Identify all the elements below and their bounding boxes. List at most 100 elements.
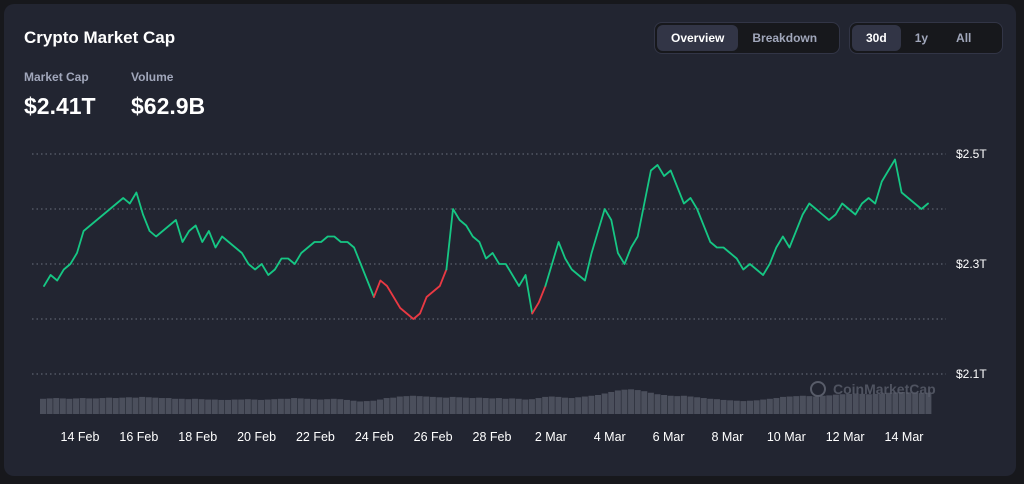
volume-bar	[469, 398, 476, 414]
volume-bar	[753, 400, 760, 414]
x-tick-label: 26 Feb	[414, 430, 453, 444]
volume-bar	[786, 396, 793, 414]
y-tick-label: $2.5T	[956, 147, 987, 161]
volume-value: $62.9B	[131, 93, 206, 119]
volume-bar	[601, 393, 608, 414]
volume-bar	[813, 396, 820, 414]
volume-bar	[46, 398, 53, 414]
market-cap-card: Crypto Market Cap Market Cap $2.41T Volu…	[4, 4, 1016, 476]
volume-bar	[773, 398, 780, 414]
volume-bar	[317, 399, 324, 414]
volume-bar	[846, 393, 853, 414]
volume-bar	[707, 398, 714, 414]
x-tick-label: 14 Mar	[885, 430, 924, 444]
y-tick-label: $2.1T	[956, 367, 987, 381]
range-1y[interactable]: 1y	[914, 31, 929, 45]
volume-bar	[297, 398, 304, 414]
volume-bar	[780, 396, 787, 414]
price-line-segment-up	[445, 208, 534, 315]
volume-bar	[152, 397, 159, 414]
volume-bar	[588, 395, 595, 414]
volume-bar	[872, 393, 879, 414]
price-line-segment-up	[43, 191, 375, 298]
volume-bar	[191, 398, 198, 414]
volume-bar	[238, 399, 245, 414]
x-tick-label: 16 Feb	[119, 430, 158, 444]
volume-bar	[264, 399, 271, 414]
volume-bar	[832, 394, 839, 414]
volume-bar	[119, 397, 126, 414]
volume-bar	[79, 398, 86, 414]
volume-bar	[548, 396, 555, 414]
volume-bar	[515, 398, 522, 414]
volume-bar	[53, 398, 60, 414]
volume-bar	[390, 397, 397, 414]
volume-bar	[231, 399, 238, 414]
tab-overview[interactable]: Overview	[657, 25, 739, 51]
price-line-segment-up	[544, 158, 929, 287]
x-tick-label: 22 Feb	[296, 430, 335, 444]
volume-bar	[713, 399, 720, 414]
volume-bar	[892, 392, 899, 414]
volume-bar	[244, 399, 251, 414]
volume-bar	[145, 397, 152, 414]
volume-bar	[680, 395, 687, 414]
range-30d[interactable]: 30d	[852, 25, 901, 51]
volume-bar	[343, 399, 350, 414]
volume-bar	[99, 398, 106, 414]
volume-bar	[225, 399, 232, 414]
volume-bar	[310, 399, 317, 414]
volume-bar	[561, 397, 568, 414]
x-tick-label: 20 Feb	[237, 430, 276, 444]
volume-bar	[859, 393, 866, 414]
volume-bar	[59, 398, 66, 414]
volume-bar	[443, 397, 450, 414]
volume-bar	[185, 399, 192, 414]
volume-bar	[429, 396, 436, 414]
volume-bar	[350, 400, 357, 414]
volume-bar	[621, 389, 628, 414]
volume-bar	[106, 397, 113, 414]
volume-bar	[370, 400, 377, 414]
volume-bar	[595, 395, 602, 414]
volume-bar	[727, 400, 734, 414]
volume-bar	[456, 397, 463, 414]
volume-bar	[925, 392, 932, 414]
market-cap-stat: Market Cap $2.41T	[24, 70, 96, 120]
volume-bar	[502, 398, 509, 414]
volume-bar	[793, 396, 800, 414]
volume-bar	[852, 393, 859, 414]
volume-bar	[218, 399, 225, 414]
x-tick-label: 12 Mar	[826, 430, 865, 444]
volume-bar	[489, 398, 496, 414]
volume-bar	[337, 399, 344, 414]
view-toggle: Overview Breakdown	[654, 22, 840, 54]
volume-bar	[575, 397, 582, 414]
price-line-segment-down	[531, 285, 547, 315]
volume-bar	[449, 396, 456, 414]
watermark-text: CoinMarketCap	[833, 381, 936, 397]
volume-bar	[211, 399, 218, 414]
volume-bar	[66, 398, 73, 414]
x-tick-label: 6 Mar	[653, 430, 685, 444]
volume-bar	[363, 401, 370, 414]
x-tick-label: 2 Mar	[535, 430, 567, 444]
volume-bar	[799, 395, 806, 414]
volume-bar	[674, 396, 681, 414]
volume-bar	[535, 398, 542, 414]
market-cap-label: Market Cap	[24, 70, 89, 84]
volume-bar	[462, 397, 469, 414]
volume-bar	[634, 390, 641, 414]
market-cap-value: $2.41T	[24, 93, 96, 119]
volume-bar	[277, 398, 284, 414]
range-all[interactable]: All	[956, 31, 972, 45]
volume-bar	[647, 392, 654, 414]
volume-bar	[158, 398, 165, 414]
volume-bar	[495, 398, 502, 414]
volume-bar	[905, 392, 912, 414]
volume-bar	[694, 397, 701, 414]
tab-breakdown[interactable]: Breakdown	[752, 31, 818, 45]
volume-bar	[284, 398, 291, 414]
volume-bar	[885, 392, 892, 414]
volume-bar	[760, 399, 767, 414]
